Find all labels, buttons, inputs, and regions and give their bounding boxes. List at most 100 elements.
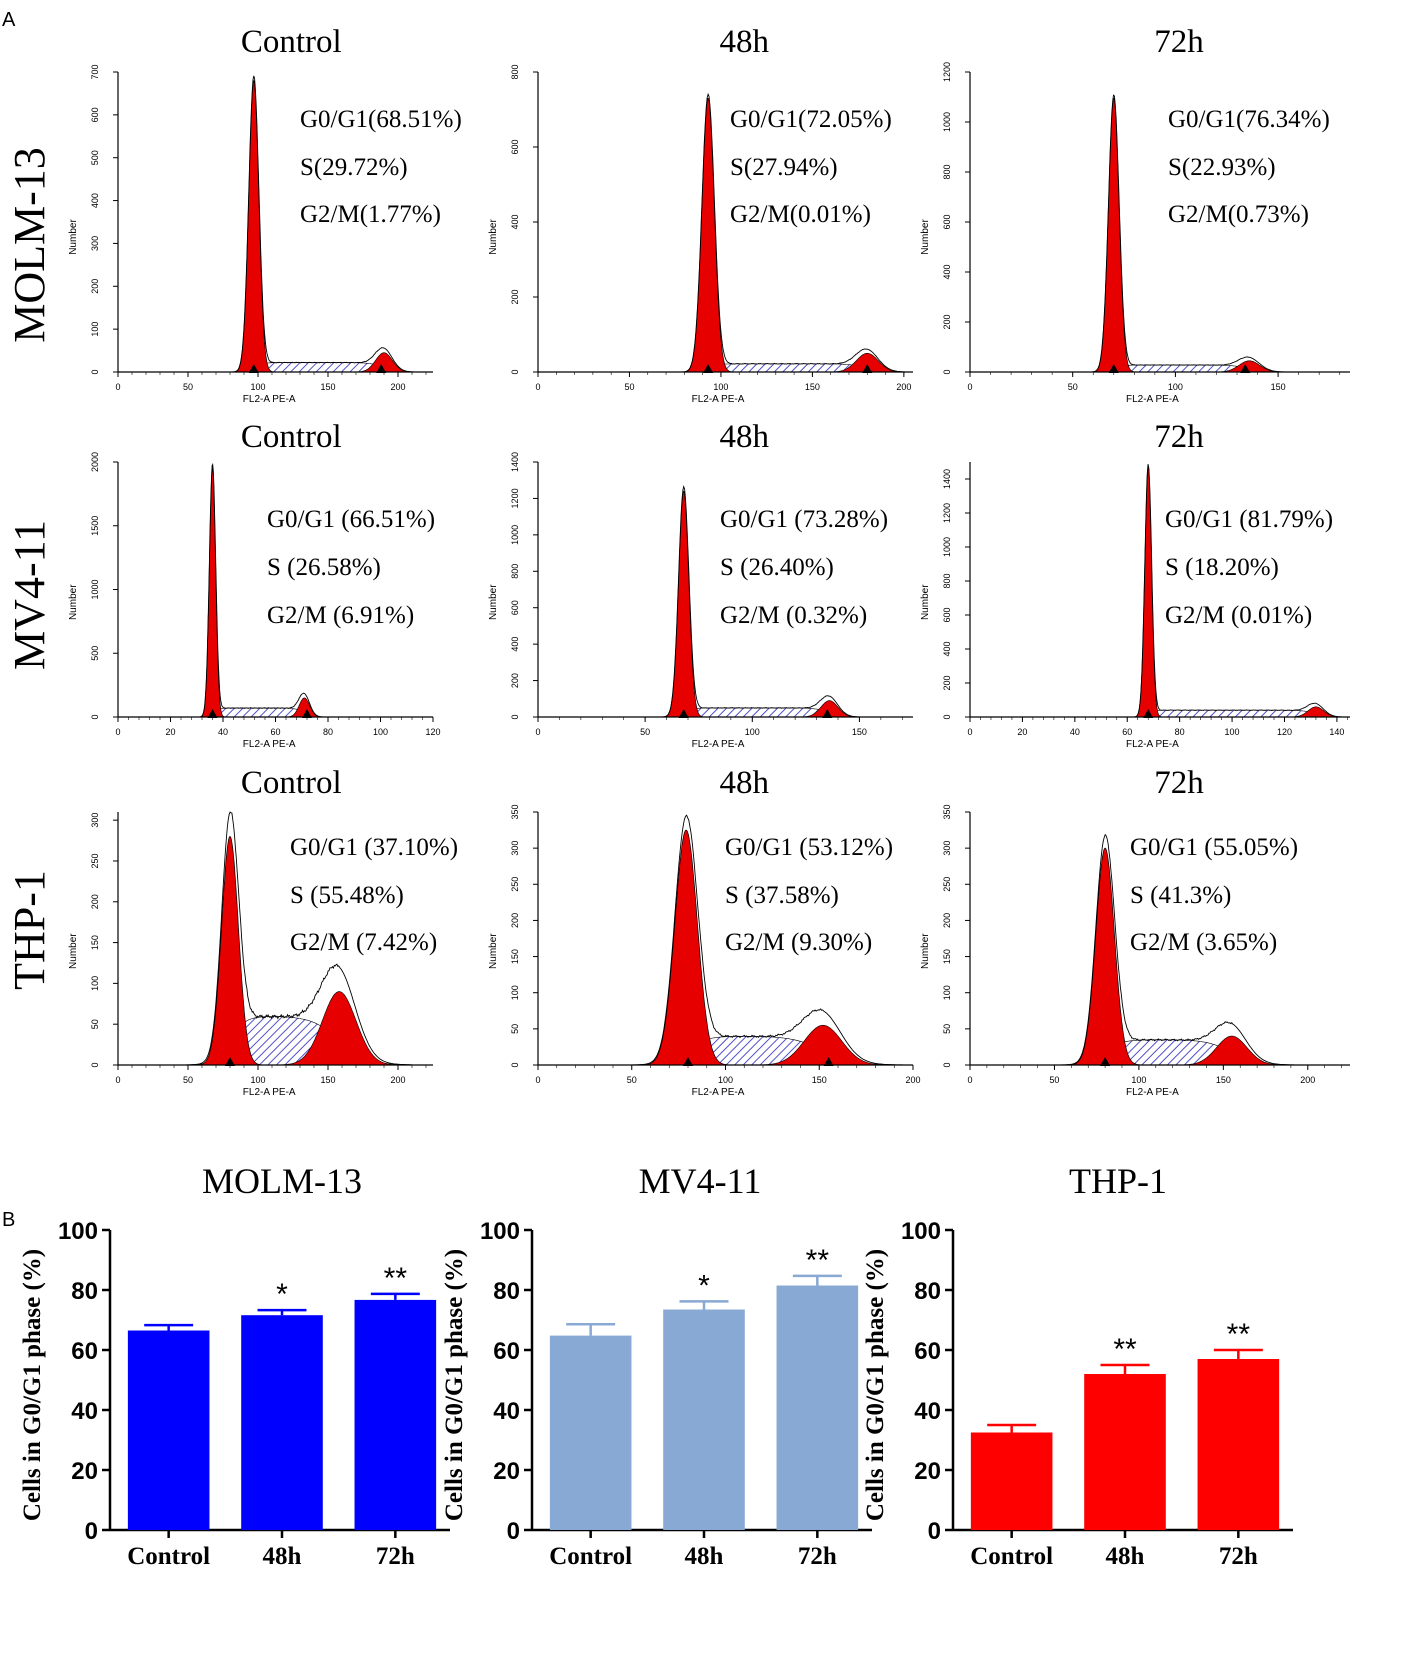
histogram-envelope [622, 814, 906, 1066]
y-tick-label: 150 [90, 935, 100, 950]
panel-label-b: B [2, 1209, 15, 1231]
y-tick-label: 1500 [90, 516, 100, 536]
category-label: 72h [1219, 1543, 1258, 1570]
category-label: Control [549, 1543, 632, 1570]
y-tick-label: 0 [942, 1062, 952, 1067]
y-tick-label: 1000 [90, 579, 100, 599]
x-tick-label: 50 [640, 727, 650, 737]
g2m-phase-area [272, 991, 407, 1066]
category-label: 72h [376, 1543, 415, 1570]
phase-percentage: S (37.58%) [725, 882, 839, 909]
histogram-title: 48h [720, 24, 770, 60]
g0g1-phase-area [1063, 847, 1147, 1066]
y-tick-label: 1400 [510, 452, 520, 472]
x-tick-label: 200 [1300, 1075, 1315, 1085]
y-tick-label: 0 [942, 714, 952, 719]
y-tick-label: 80 [493, 1278, 520, 1305]
g0g1-phase-area [660, 490, 707, 718]
y-tick-label: 800 [942, 573, 952, 588]
histogram-title: 72h [1154, 419, 1204, 455]
bar-chart-title: MOLM-13 [202, 1161, 362, 1201]
histogram-panel: 48h 0 50 100 150 200 0 50 100 150 200 250 300 350 FL2-… [488, 765, 921, 1098]
x-tick-label: 100 [745, 727, 760, 737]
row-label: THP-1 [5, 870, 54, 990]
y-tick-label: 400 [510, 214, 520, 229]
y-axis-label: Number [68, 219, 79, 255]
x-tick-label: 0 [115, 727, 120, 737]
gate-marker [703, 364, 714, 373]
bar-panel: MOLM-13 0 20 40 60 80 100 Cells in G0/G1 phase … [19, 1161, 450, 1570]
x-tick-label: 0 [115, 382, 120, 392]
y-axis-label: Number [920, 584, 931, 620]
phase-percentage: G2/M (9.30%) [725, 929, 872, 956]
x-tick-label: 50 [1068, 382, 1078, 392]
bar [127, 1330, 210, 1530]
x-tick-label: 50 [183, 1075, 193, 1085]
x-tick-label: 60 [270, 727, 280, 737]
phase-percentage: G2/M(0.01%) [730, 201, 871, 228]
y-tick-label: 700 [90, 64, 100, 79]
y-tick-label: 1200 [510, 488, 520, 508]
y-tick-label: 600 [90, 107, 100, 122]
x-tick-label: 200 [390, 1075, 405, 1085]
significance-marker: ** [1113, 1333, 1137, 1366]
phase-percentage: S (55.48%) [290, 882, 404, 909]
bar-panel: MV4-11 0 20 40 60 80 100 Cells in G0/G1 phase (… [441, 1161, 872, 1570]
histogram-panel: Control 0 50 100 150 200 0 50 100 150 200 250 300 FL2… [68, 765, 458, 1098]
y-tick-label: 200 [90, 279, 100, 294]
phase-percentage: G2/M (6.91%) [267, 602, 414, 629]
histogram-envelope [223, 75, 424, 373]
x-tick-label: 200 [896, 382, 911, 392]
category-label: Control [127, 1543, 210, 1570]
x-tick-label: 60 [1122, 727, 1132, 737]
phase-percentage: S(29.72%) [300, 154, 408, 181]
histogram-panel: 48h 0 50 100 150 200 0 200 400 600 800 FL2-A PE-A Nu… [488, 24, 914, 405]
gate-marker [376, 364, 387, 373]
y-axis-label: Number [488, 933, 499, 969]
x-tick-label: 100 [250, 382, 265, 392]
y-tick-label: 0 [928, 1518, 941, 1545]
histogram-envelope [1051, 833, 1300, 1066]
x-tick-label: 0 [535, 382, 540, 392]
x-tick-label: 80 [323, 727, 333, 737]
significance-marker: * [276, 1278, 288, 1311]
x-axis-label: FL2-A PE-A [243, 1087, 296, 1098]
x-tick-label: 50 [627, 1075, 637, 1085]
x-axis-label: FL2-A PE-A [1126, 739, 1179, 750]
y-tick-label: 100 [510, 985, 520, 1000]
y-tick-label: 100 [90, 322, 100, 337]
x-axis-label: FL2-A PE-A [692, 1087, 745, 1098]
x-axis-label: FL2-A PE-A [243, 394, 296, 405]
x-tick-label: 200 [390, 382, 405, 392]
gate-marker [1108, 364, 1119, 373]
significance-marker: ** [1227, 1318, 1251, 1351]
x-tick-label: 0 [535, 727, 540, 737]
y-tick-label: 50 [942, 1024, 952, 1034]
y-tick-label: 500 [90, 646, 100, 661]
y-tick-label: 600 [510, 139, 520, 154]
y-tick-label: 0 [510, 714, 520, 719]
phase-percentage: G2/M (7.42%) [290, 929, 437, 956]
y-axis-label: Number [68, 933, 79, 969]
y-tick-label: 400 [90, 193, 100, 208]
y-tick-label: 0 [942, 369, 952, 374]
y-tick-label: 200 [90, 894, 100, 909]
y-tick-label: 250 [510, 877, 520, 892]
y-tick-label: 0 [90, 369, 100, 374]
y-tick-label: 300 [942, 841, 952, 856]
g2m-phase-area [1171, 1035, 1293, 1066]
bar-chart-title: THP-1 [1069, 1161, 1167, 1201]
x-tick-label: 100 [250, 1075, 265, 1085]
phase-percentage: S(22.93%) [1168, 154, 1276, 181]
x-tick-label: 20 [1017, 727, 1027, 737]
x-tick-label: 20 [165, 727, 175, 737]
x-tick-label: 150 [1271, 382, 1286, 392]
phase-percentage: G0/G1 (73.28%) [720, 506, 888, 533]
histogram-envelope [669, 92, 914, 373]
category-label: Control [970, 1543, 1053, 1570]
x-tick-label: 0 [967, 382, 972, 392]
y-tick-label: 80 [914, 1278, 941, 1305]
x-tick-label: 150 [1216, 1075, 1231, 1085]
x-axis-label: FL2-A PE-A [692, 739, 745, 750]
